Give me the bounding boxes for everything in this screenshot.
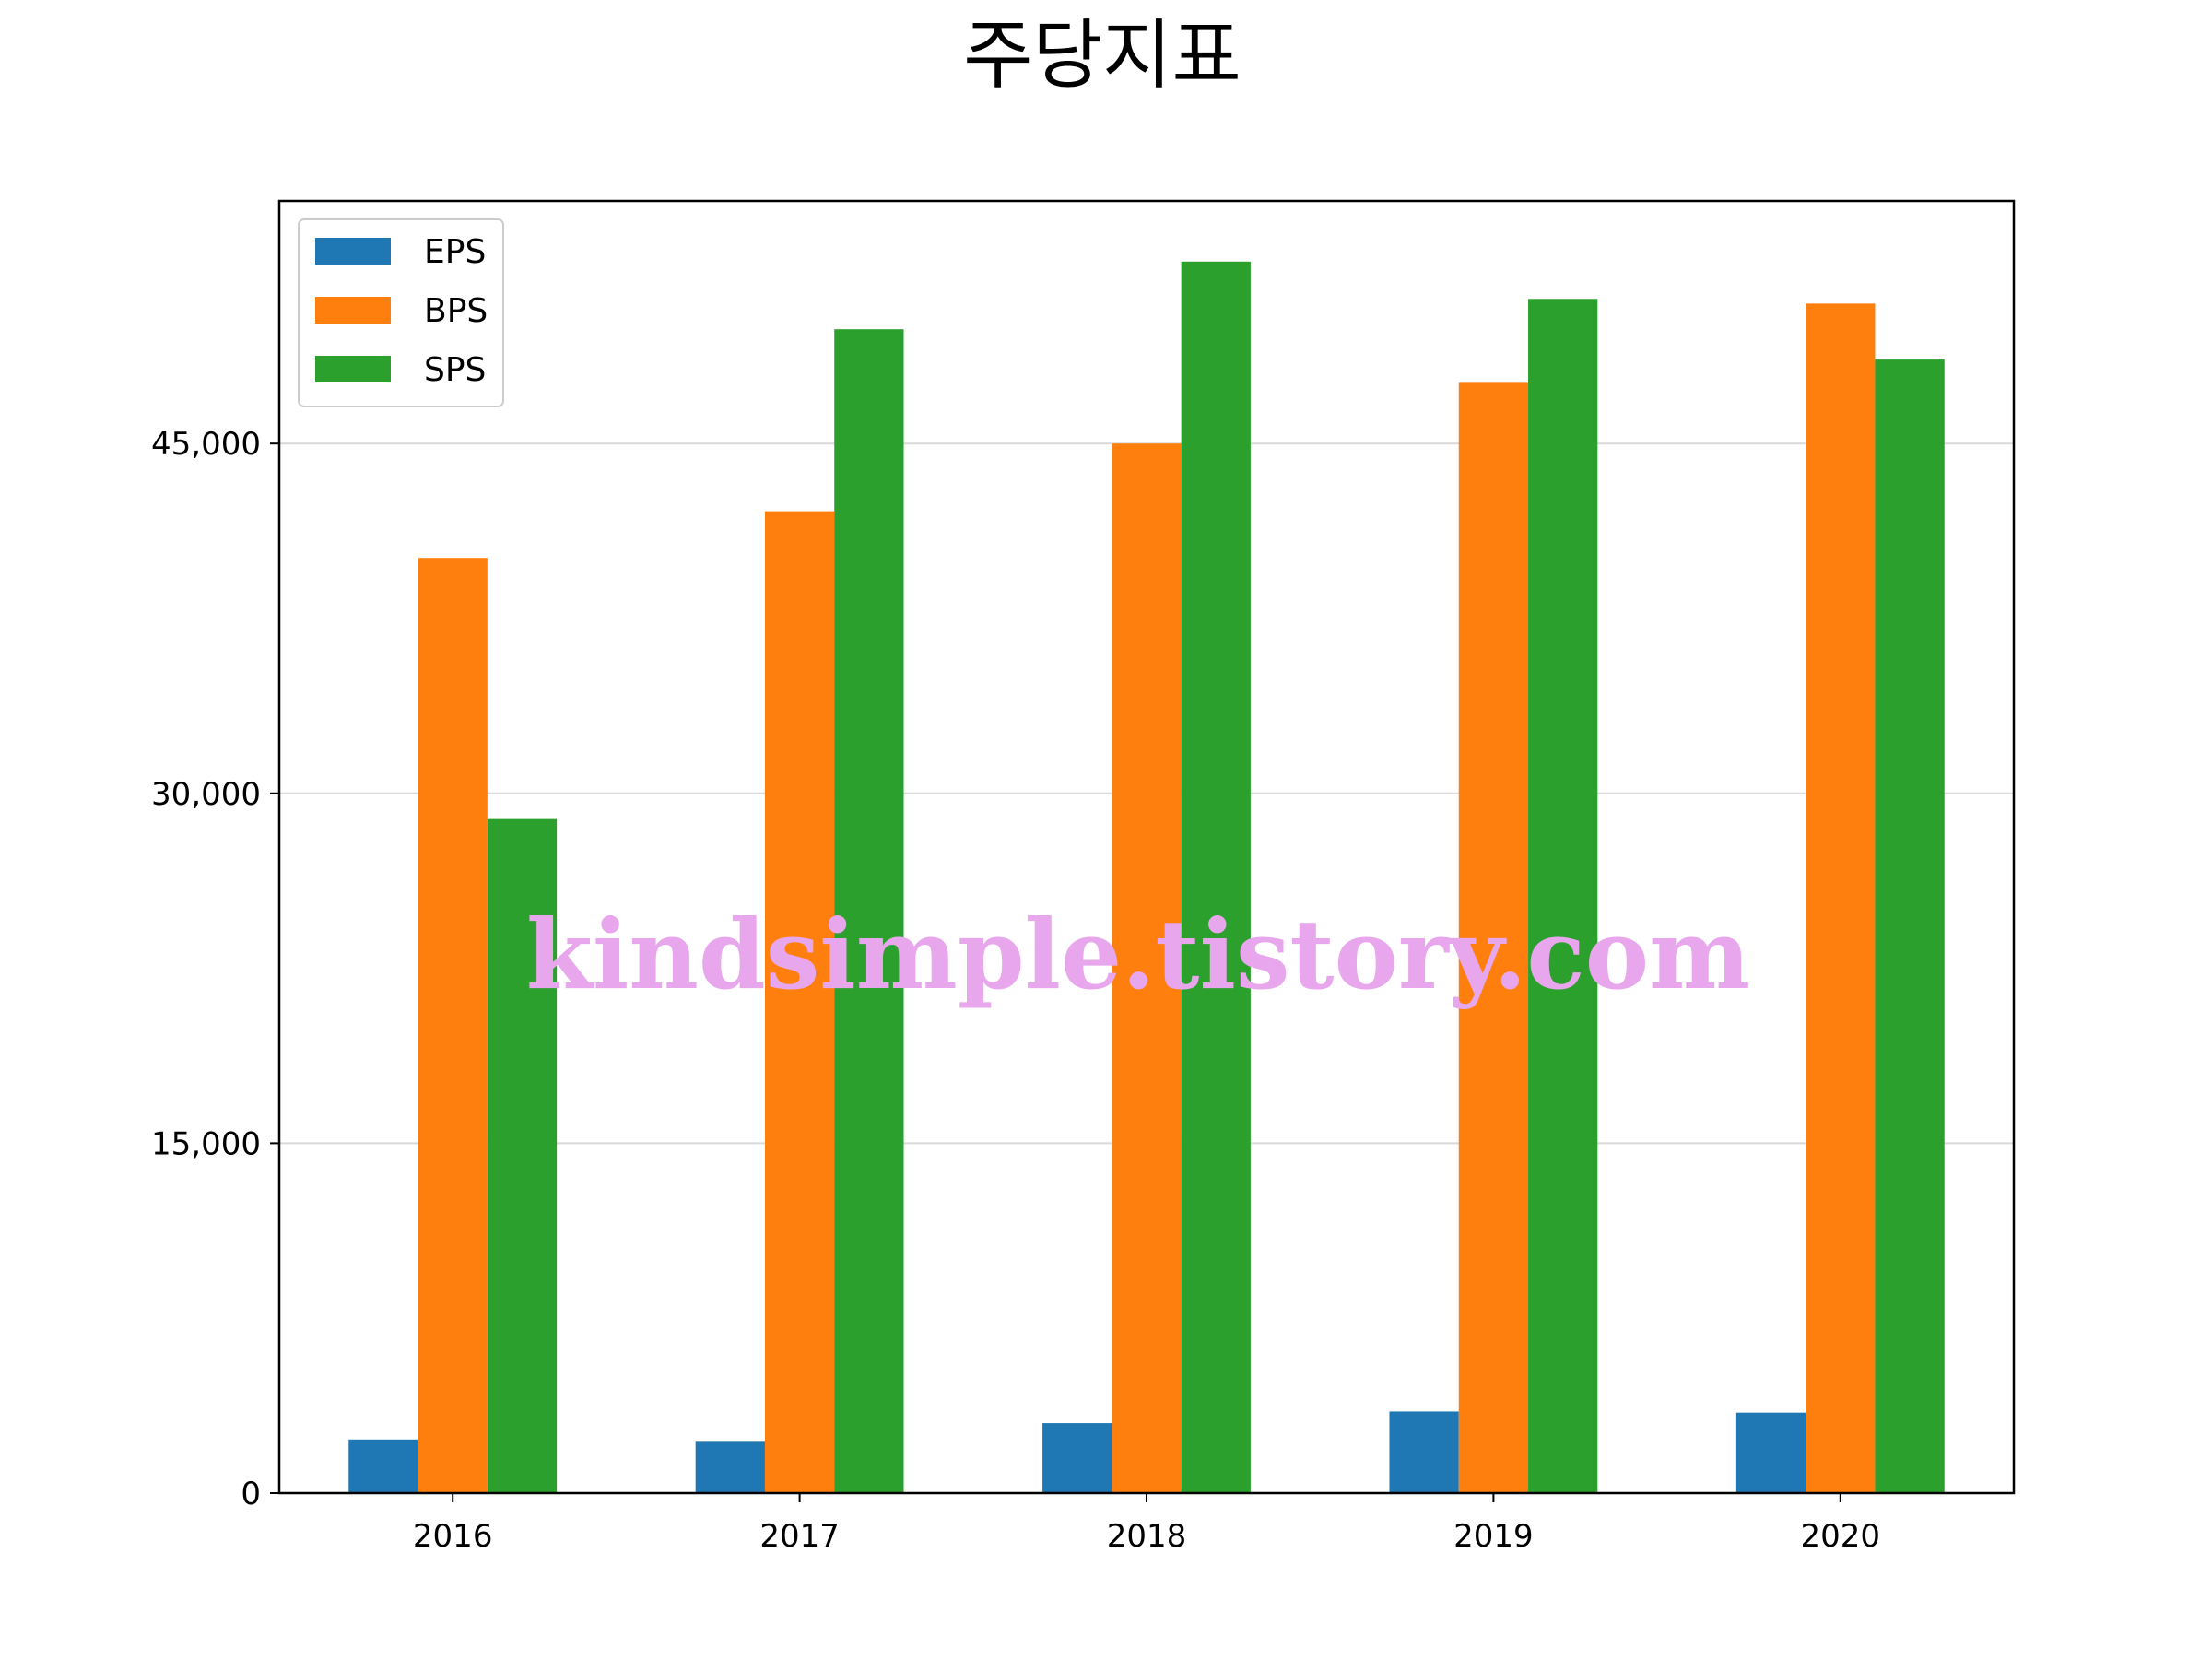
bar-bps-2017 — [764, 511, 835, 1493]
bar-sps-2017 — [834, 329, 904, 1493]
legend-label-eps: EPS — [424, 233, 486, 271]
bars-group — [348, 261, 1945, 1493]
legend-label-sps: SPS — [424, 351, 486, 389]
y-tick-label: 0 — [241, 1476, 261, 1512]
x-tick-label: 2018 — [1107, 1518, 1187, 1555]
y-tick-label: 15,000 — [151, 1125, 261, 1162]
bar-bps-2019 — [1458, 382, 1529, 1493]
x-axis: 2016 2017 2018 2019 2020 — [413, 1493, 1880, 1555]
x-tick-label: 2020 — [1801, 1518, 1881, 1555]
watermark-text: kindsimple.tistory.com — [526, 898, 1750, 1011]
bar-eps-2020 — [1735, 1412, 1806, 1493]
x-tick-label: 2016 — [413, 1518, 493, 1555]
legend: EPS BPS SPS — [298, 218, 504, 407]
chart-title: 주당지표 — [963, 12, 1241, 100]
x-tick-label: 2017 — [759, 1518, 840, 1555]
bar-sps-2020 — [1875, 359, 1945, 1493]
y-tick-label: 30,000 — [151, 776, 261, 813]
bar-bps-2018 — [1112, 443, 1182, 1493]
bar-sps-2019 — [1528, 299, 1598, 1493]
legend-swatch-sps — [315, 356, 391, 382]
bar-bps-2020 — [1806, 303, 1876, 1493]
bar-eps-2016 — [348, 1439, 418, 1493]
legend-label-bps: BPS — [424, 292, 488, 330]
legend-swatch-eps — [315, 238, 391, 265]
bar-sps-2016 — [487, 818, 558, 1493]
legend-swatch-bps — [315, 297, 391, 324]
x-tick-label: 2019 — [1453, 1518, 1534, 1555]
y-axis: 0 15,000 30,000 45,000 — [151, 426, 279, 1512]
bar-eps-2019 — [1389, 1411, 1459, 1493]
y-tick-label: 45,000 — [151, 426, 261, 463]
bar-bps-2016 — [418, 558, 488, 1493]
bar-sps-2018 — [1181, 261, 1251, 1493]
bar-eps-2017 — [695, 1441, 765, 1493]
bar-eps-2018 — [1042, 1423, 1112, 1493]
